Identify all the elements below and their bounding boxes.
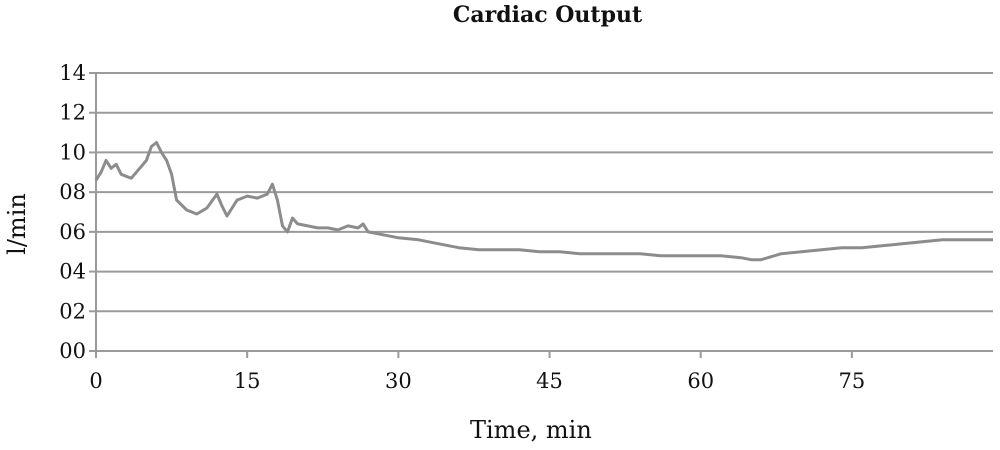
y-tick-label: 00	[59, 339, 86, 363]
x-tick-label: 15	[234, 369, 261, 393]
x-tick-label: 30	[385, 369, 412, 393]
y-tick-label: 10	[59, 140, 86, 164]
y-tick-label: 04	[59, 260, 86, 284]
x-tick-label: 0	[89, 369, 102, 393]
y-tick-label: 08	[59, 180, 86, 204]
y-tick-label: 06	[59, 220, 86, 244]
chart-title: Cardiac Output	[452, 2, 643, 28]
y-tick-label: 14	[59, 61, 86, 85]
x-tick-label: 60	[687, 369, 714, 393]
y-tick-label: 12	[59, 101, 86, 125]
x-tick-label: 75	[839, 369, 866, 393]
series-line	[94, 141, 993, 262]
x-axis-label: Time, min	[470, 416, 592, 444]
y-tick-label: 02	[59, 299, 86, 323]
x-tick-label: 45	[536, 369, 563, 393]
